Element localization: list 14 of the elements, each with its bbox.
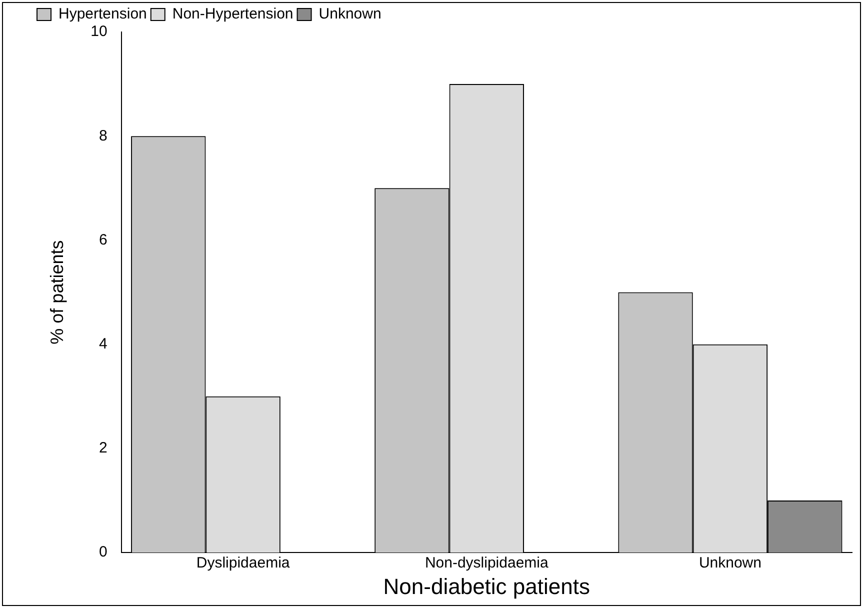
y-tick-label: 4 [98, 336, 108, 352]
y-tick-label: 8 [98, 127, 108, 144]
y-tick-label: 0 [98, 544, 108, 561]
y-tick-label: 6 [98, 231, 108, 248]
y-tick-label: 2 [98, 440, 108, 457]
x-tick-label: Non-dyslipidaemia [424, 554, 549, 572]
x-axis-title: Non-diabetic patients [383, 574, 590, 599]
y-axis-title: % of patients [46, 240, 67, 344]
y-tick-label: 10 [90, 23, 108, 40]
legend-label: Hypertension [58, 6, 147, 23]
legend-label: Non-Hypertension [172, 6, 294, 23]
legend-label: Unknown [318, 6, 382, 23]
x-tick-label: Unknown [698, 554, 762, 572]
x-tick-label: Dyslipidaemia [196, 554, 290, 572]
